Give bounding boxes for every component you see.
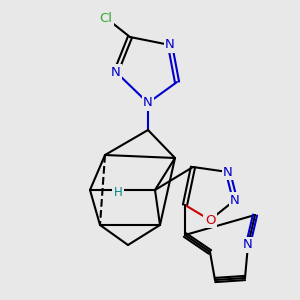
Text: N: N bbox=[223, 166, 233, 178]
Text: O: O bbox=[205, 214, 215, 226]
Text: N: N bbox=[143, 97, 153, 110]
Text: N: N bbox=[243, 238, 253, 251]
Text: Cl: Cl bbox=[100, 11, 112, 25]
Text: N: N bbox=[230, 194, 240, 206]
Text: H: H bbox=[114, 187, 122, 200]
Text: N: N bbox=[111, 65, 121, 79]
Text: N: N bbox=[165, 38, 175, 52]
